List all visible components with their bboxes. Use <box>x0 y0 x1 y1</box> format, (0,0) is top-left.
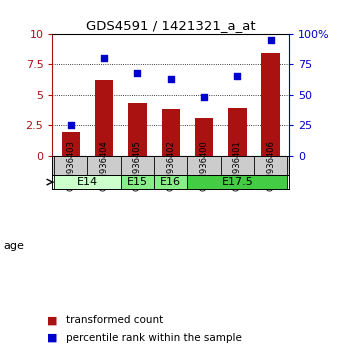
Text: GSM936406: GSM936406 <box>266 140 275 190</box>
Bar <box>62 132 80 156</box>
Point <box>101 55 107 61</box>
Bar <box>154 175 187 189</box>
Point <box>201 94 207 100</box>
Text: E17.5: E17.5 <box>221 177 253 187</box>
Point <box>268 37 273 42</box>
Title: GDS4591 / 1421321_a_at: GDS4591 / 1421321_a_at <box>86 19 256 33</box>
Text: GSM936403: GSM936403 <box>66 140 75 190</box>
Text: ■: ■ <box>47 315 58 325</box>
Text: GSM936404: GSM936404 <box>100 140 108 190</box>
Text: GSM936400: GSM936400 <box>199 140 209 190</box>
Point <box>168 76 173 81</box>
Bar <box>121 175 154 189</box>
Bar <box>95 80 113 156</box>
Bar <box>54 175 121 189</box>
Text: E14: E14 <box>77 177 98 187</box>
Text: age: age <box>3 241 24 251</box>
Bar <box>228 108 246 156</box>
Bar <box>262 53 280 156</box>
Text: E16: E16 <box>160 177 181 187</box>
Text: transformed count: transformed count <box>66 315 163 325</box>
Point <box>235 74 240 79</box>
Text: GSM936402: GSM936402 <box>166 140 175 190</box>
Text: ■: ■ <box>47 333 58 343</box>
Point <box>135 70 140 75</box>
Bar <box>195 118 213 156</box>
Bar <box>187 175 287 189</box>
Text: GSM936401: GSM936401 <box>233 140 242 190</box>
Point <box>68 122 73 128</box>
Bar <box>128 103 147 156</box>
Text: GSM936405: GSM936405 <box>133 140 142 190</box>
Bar <box>162 109 180 156</box>
Text: percentile rank within the sample: percentile rank within the sample <box>66 333 242 343</box>
Text: E15: E15 <box>127 177 148 187</box>
